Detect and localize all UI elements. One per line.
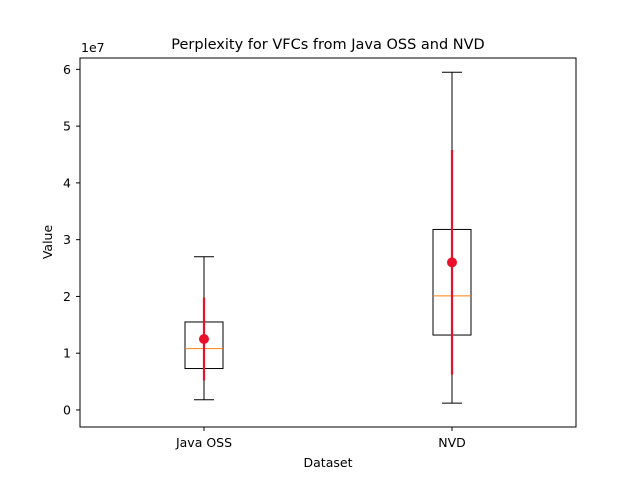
axes-frame bbox=[79, 57, 577, 428]
y-tick-label-0: 0 bbox=[63, 402, 71, 417]
y-tick-label-1: 1 bbox=[63, 346, 71, 361]
x-tick-label-1: NVD bbox=[438, 435, 466, 450]
y-tick-label-6: 6 bbox=[63, 62, 71, 77]
x-axis-label: Dataset bbox=[304, 455, 353, 470]
y-tick-label-2: 2 bbox=[63, 289, 71, 304]
box-group-0 bbox=[184, 256, 224, 401]
y-scale-offset-label: 1e7 bbox=[81, 40, 105, 55]
y-tick-label-4: 4 bbox=[63, 175, 71, 190]
y-tick-label-3: 3 bbox=[63, 232, 71, 247]
plot-area bbox=[184, 71, 472, 404]
box-group-1 bbox=[432, 71, 472, 404]
y-axis-label: Value bbox=[40, 225, 55, 260]
mean-point bbox=[447, 257, 457, 268]
ticks: 0 1 2 3 4 5 6 Java OSS NVD bbox=[63, 62, 466, 450]
x-tick-label-0: Java OSS bbox=[175, 435, 232, 450]
y-tick-label-5: 5 bbox=[63, 119, 71, 134]
chart-title: Perplexity for VFCs from Java OSS and NV… bbox=[171, 37, 484, 53]
mean-point bbox=[199, 334, 209, 345]
